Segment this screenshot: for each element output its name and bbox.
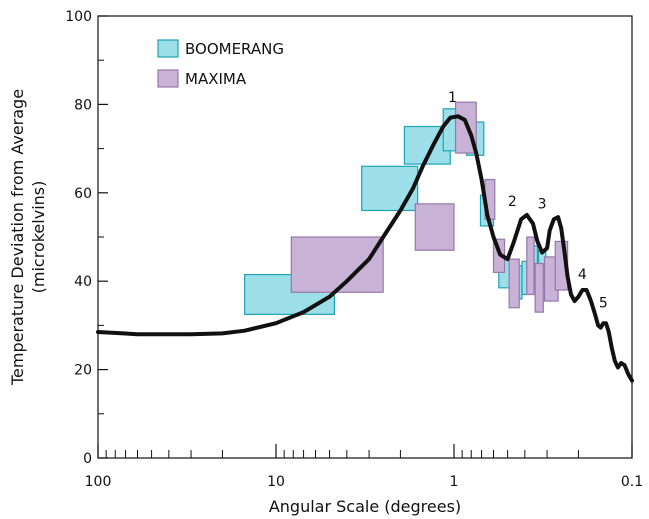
maxima-box — [526, 236, 535, 296]
maxima-box — [414, 203, 455, 251]
peak-labels: 1 2 3 45 — [448, 90, 608, 312]
model-curve — [96, 114, 634, 383]
peak-label: 4 — [578, 267, 587, 283]
x-tick-label: 1 — [450, 474, 459, 490]
y-tick-label: 40 — [74, 274, 92, 290]
y-tick-label: 20 — [74, 363, 92, 379]
maxima-legend-swatch — [157, 69, 179, 88]
maxima-box — [290, 236, 384, 293]
boomerang-legend-label: BOOMERANG — [185, 40, 284, 58]
maxima-box — [508, 258, 520, 309]
legend: BOOMERANG MAXIMA — [157, 39, 284, 88]
maxima-legend-label: MAXIMA — [185, 70, 247, 88]
x-tick-label: 100 — [85, 474, 112, 490]
x-tick-label: 10 — [267, 474, 285, 490]
data-boxes — [244, 101, 569, 315]
x-tick-label: 0.1 — [621, 474, 643, 490]
y-tick-label: 100 — [65, 9, 92, 25]
y-tick-label: 0 — [83, 451, 92, 467]
boomerang-box — [361, 165, 419, 212]
x-axis-title: Angular Scale (degrees) — [269, 497, 461, 516]
axis-ticks — [97, 15, 633, 459]
y-tick-label: 80 — [74, 97, 92, 113]
y-axis-title: Temperature Deviation from Average — [8, 89, 27, 386]
peak-label: 1 — [448, 90, 457, 106]
peak-label: 5 — [599, 296, 608, 312]
boomerang-legend-swatch — [157, 39, 179, 58]
y-tick-label: 60 — [74, 186, 92, 202]
maxima-box — [534, 262, 544, 313]
peak-label: 2 — [508, 194, 517, 210]
y-axis-unit: (microkelvins) — [29, 181, 48, 294]
peak-label: 3 — [538, 196, 547, 212]
model-curve-layer — [96, 114, 634, 383]
axis-labels: 100 10 1 0.1 0 20 40 60 80 100 Angular Scale (degr… — [8, 9, 643, 516]
